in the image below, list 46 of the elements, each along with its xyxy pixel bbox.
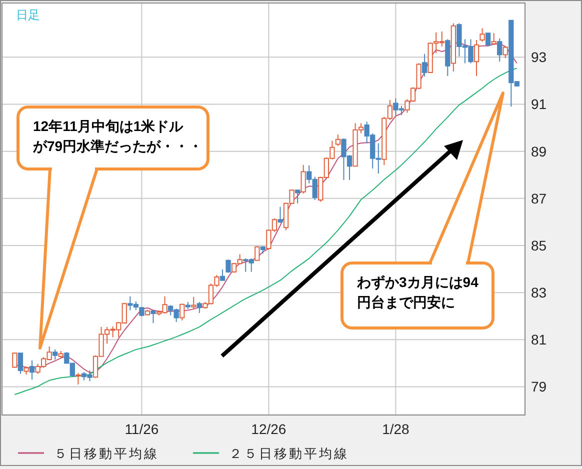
candlestick [485,32,491,48]
candlestick [150,310,156,324]
x-tick-label: 11/26 [124,421,159,437]
candlestick [76,372,81,385]
candlestick [144,309,150,316]
candlestick [180,303,185,321]
candlestick [480,28,485,42]
candlestick [502,46,508,59]
candlestick [445,38,450,76]
candlestick [474,39,480,76]
candlestick [300,164,306,194]
y-tick-label: 89 [531,143,547,160]
candlestick [18,352,24,374]
y-tick-label: 85 [531,237,547,254]
legend-label: ２５日移動平均線 [229,446,349,461]
candlestick [196,301,202,314]
candlestick [226,259,231,274]
candlestick [294,188,300,204]
candlestick [335,134,341,146]
y-tick-label: 79 [531,378,547,395]
candlestick [29,360,35,380]
x-tick-label: 1/28 [382,421,410,437]
candlestick [278,206,283,224]
candlestick [254,246,260,262]
candlestick [58,350,64,358]
annotation: 12年11月中旬は1米ドルが79円水準だったが・・・ [32,118,203,154]
candlestick [24,366,29,376]
candlestick [191,296,196,310]
candlestick [491,32,496,46]
legend-label: ５日移動平均線 [54,446,159,461]
candlestick [422,53,428,77]
y-tick-label: 93 [531,49,547,66]
candlestick [497,38,502,62]
candlestick [220,269,226,282]
chart-title: 日足 [16,8,40,22]
candlestick [260,246,266,254]
y-tick-label: 83 [531,284,547,301]
y-tick-label: 91 [531,96,547,112]
candlestick [12,352,18,368]
annotation: わずか3カ月には94円台まで円安に [356,274,479,310]
y-tick-label: 81 [531,332,547,348]
y-tick-label: 87 [531,190,547,206]
candlestick [52,348,58,360]
candlestick [450,22,456,72]
candlestick [185,301,190,310]
x-tick-label: 12/26 [251,421,286,437]
